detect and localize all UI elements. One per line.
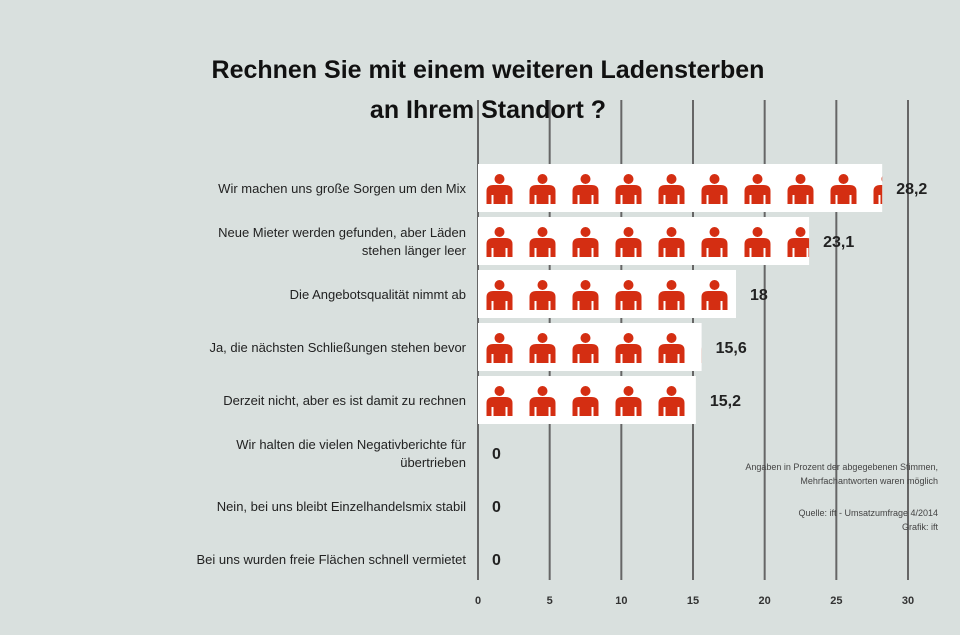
source-notes: Angaben in Prozent der abgegebenen Stimm… [745, 462, 938, 532]
x-tick-label: 30 [902, 595, 914, 607]
value-label: 28,2 [896, 181, 927, 198]
category-label: Neue Mieter werden gefunden, aber Läden [218, 225, 466, 240]
x-tick-label: 5 [547, 595, 553, 607]
x-tick-label: 0 [475, 595, 481, 607]
source-note: Angaben in Prozent der abgegebenen Stimm… [745, 462, 938, 472]
category-label: Bei uns wurden freie Flächen schnell ver… [196, 552, 466, 567]
bars: 28,2 23,1 18 15,6 15,2 0 0 0 [478, 164, 927, 569]
source-note: Quelle: ift - Umsatzumfrage 4/2014 [798, 508, 938, 518]
x-axis-ticks: 0 5 10 15 20 25 30 [475, 595, 914, 607]
category-label: Die Angebotsqualität nimmt ab [290, 287, 466, 302]
bar [478, 270, 736, 318]
chart-title-line-2: an Ihrem Standort ? [370, 96, 606, 124]
x-tick-label: 20 [759, 595, 771, 607]
value-label: 23,1 [823, 234, 854, 251]
category-label: stehen länger leer [362, 243, 467, 258]
source-note: Mehrfachantworten waren möglich [800, 476, 938, 486]
category-label: Derzeit nicht, aber es ist damit zu rech… [223, 393, 466, 408]
category-label: Nein, bei uns bleibt Einzelhandelsmix st… [217, 499, 466, 514]
value-label: 0 [492, 499, 501, 516]
value-label: 15,2 [710, 393, 741, 410]
category-label: Wir machen uns große Sorgen um den Mix [218, 181, 466, 196]
value-label: 0 [492, 446, 501, 463]
category-label: Ja, die nächsten Schließungen stehen bev… [209, 340, 466, 355]
x-tick-label: 25 [830, 595, 842, 607]
x-tick-label: 10 [615, 595, 627, 607]
value-label: 0 [492, 552, 501, 569]
category-labels: Wir machen uns große Sorgen um den Mix Ne… [196, 181, 466, 567]
category-label: Wir halten die vielen Negativberichte fü… [236, 437, 466, 452]
value-label: 15,6 [716, 340, 747, 357]
x-tick-label: 15 [687, 595, 699, 607]
source-note: Grafik: ift [902, 522, 939, 532]
value-label: 18 [750, 287, 768, 304]
category-label: übertrieben [400, 455, 466, 470]
chart-title-line-1: Rechnen Sie mit einem weiteren Ladenster… [212, 56, 765, 84]
